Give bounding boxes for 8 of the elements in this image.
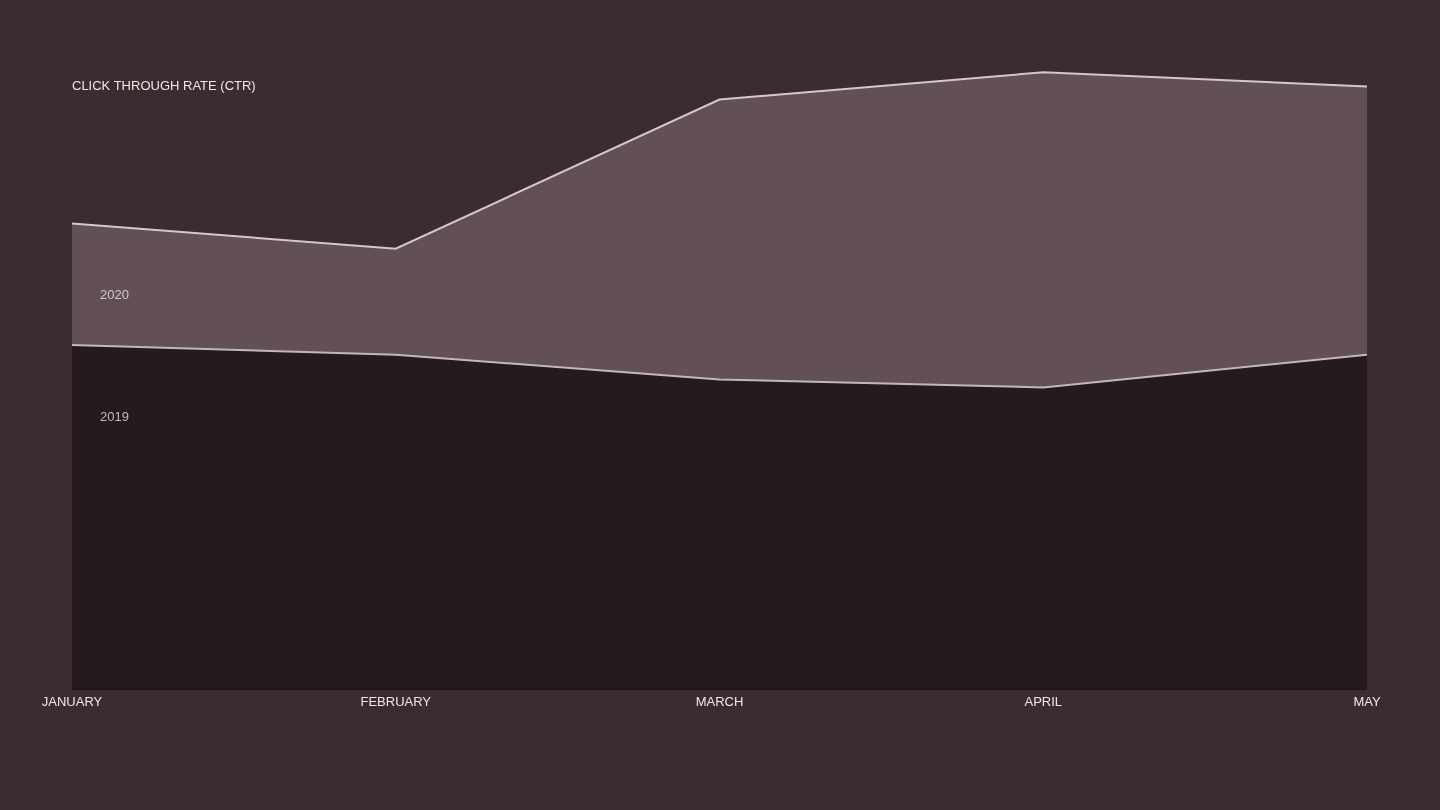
series-label: 2020 <box>100 287 129 302</box>
x-tick-label: JANUARY <box>41 693 103 709</box>
series-label: 2019 <box>100 409 129 424</box>
x-tick-label: MARCH <box>695 693 744 709</box>
x-tick-label: APRIL <box>1024 693 1063 709</box>
text: CLICK THROUGH RATE (CTR) <box>72 78 256 94</box>
x-tick-label: FEBRUARY <box>360 693 432 709</box>
x-tick-label: MAY <box>1353 693 1381 709</box>
